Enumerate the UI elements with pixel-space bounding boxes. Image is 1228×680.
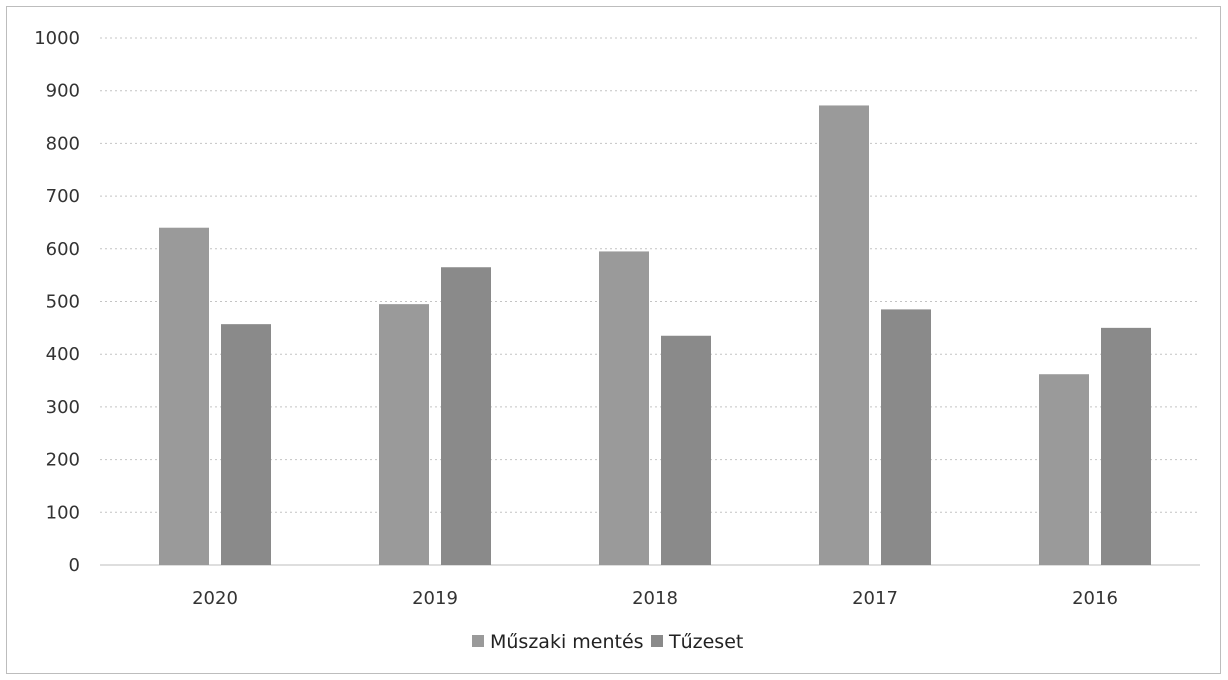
bars bbox=[159, 105, 1151, 566]
bar bbox=[819, 105, 869, 566]
y-axis-tick-labels: 0 100 200 300 400 500 600 700 800 900 1000 bbox=[34, 28, 80, 576]
legend-label: Tűzeset bbox=[668, 631, 743, 653]
bar bbox=[599, 251, 649, 565]
bar bbox=[1039, 374, 1089, 565]
x-axis-tick-labels: 2020 2019 2018 2017 2016 bbox=[192, 588, 1118, 609]
y-tick-label: 300 bbox=[46, 397, 80, 418]
legend-swatch bbox=[472, 635, 484, 647]
bar bbox=[441, 267, 491, 565]
legend-label: Műszaki mentés bbox=[490, 631, 644, 653]
bar bbox=[159, 227, 209, 565]
x-tick-label: 2018 bbox=[632, 588, 678, 609]
x-tick-label: 2019 bbox=[412, 588, 458, 609]
y-tick-label: 900 bbox=[46, 81, 80, 102]
y-tick-label: 400 bbox=[46, 344, 80, 365]
grid-lines bbox=[100, 37, 1200, 566]
bar bbox=[221, 324, 271, 565]
y-tick-label: 200 bbox=[46, 450, 80, 471]
y-tick-label: 0 bbox=[69, 555, 80, 576]
bar bbox=[881, 309, 931, 565]
y-tick-label: 600 bbox=[46, 239, 80, 260]
x-tick-label: 2020 bbox=[192, 588, 238, 609]
x-tick-label: 2017 bbox=[852, 588, 898, 609]
bar bbox=[1101, 327, 1151, 565]
y-tick-label: 1000 bbox=[34, 28, 80, 49]
y-tick-label: 100 bbox=[46, 502, 80, 523]
bar bbox=[661, 335, 711, 565]
y-tick-label: 500 bbox=[46, 292, 80, 313]
legend: Műszaki mentés Tűzeset bbox=[472, 631, 743, 653]
y-tick-label: 700 bbox=[46, 186, 80, 207]
x-tick-label: 2016 bbox=[1072, 588, 1118, 609]
legend-swatch bbox=[651, 635, 663, 647]
bar bbox=[379, 304, 429, 565]
y-tick-label: 800 bbox=[46, 133, 80, 154]
